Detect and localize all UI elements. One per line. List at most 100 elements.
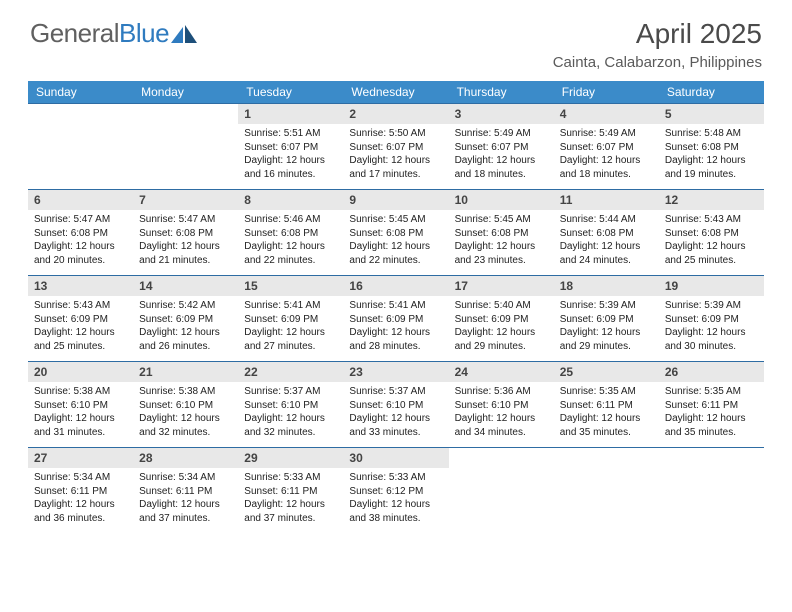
sunset-line: Sunset: 6:11 PM <box>560 399 653 413</box>
cell-body: Sunrise: 5:47 AMSunset: 6:08 PMDaylight:… <box>133 210 238 273</box>
daylight-line: Daylight: 12 hours and 19 minutes. <box>665 154 758 181</box>
sunset-line: Sunset: 6:08 PM <box>34 227 127 241</box>
logo: GeneralBlue <box>30 18 197 49</box>
daylight-line: Daylight: 12 hours and 21 minutes. <box>139 240 232 267</box>
calendar-cell: 24Sunrise: 5:36 AMSunset: 6:10 PMDayligh… <box>449 361 554 447</box>
cell-body: Sunrise: 5:38 AMSunset: 6:10 PMDaylight:… <box>28 382 133 445</box>
day-number: 5 <box>659 104 764 124</box>
weekday-label: Thursday <box>449 81 554 103</box>
daylight-line: Daylight: 12 hours and 22 minutes. <box>244 240 337 267</box>
sunset-line: Sunset: 6:12 PM <box>349 485 442 499</box>
daylight-line: Daylight: 12 hours and 38 minutes. <box>349 498 442 525</box>
sunset-line: Sunset: 6:09 PM <box>665 313 758 327</box>
sunset-line: Sunset: 6:09 PM <box>455 313 548 327</box>
weekday-label: Sunday <box>28 81 133 103</box>
sunset-line: Sunset: 6:10 PM <box>244 399 337 413</box>
day-number: 11 <box>554 190 659 210</box>
sunset-line: Sunset: 6:08 PM <box>244 227 337 241</box>
day-number: 25 <box>554 362 659 382</box>
cell-body: Sunrise: 5:33 AMSunset: 6:12 PMDaylight:… <box>343 468 448 531</box>
sunrise-line: Sunrise: 5:43 AM <box>665 213 758 227</box>
day-number: 26 <box>659 362 764 382</box>
calendar-cell: 10Sunrise: 5:45 AMSunset: 6:08 PMDayligh… <box>449 189 554 275</box>
cell-body: Sunrise: 5:49 AMSunset: 6:07 PMDaylight:… <box>449 124 554 187</box>
day-number: 22 <box>238 362 343 382</box>
cell-body: Sunrise: 5:49 AMSunset: 6:07 PMDaylight:… <box>554 124 659 187</box>
calendar-cell <box>659 447 764 533</box>
daylight-line: Daylight: 12 hours and 35 minutes. <box>560 412 653 439</box>
sunset-line: Sunset: 6:09 PM <box>34 313 127 327</box>
daylight-line: Daylight: 12 hours and 18 minutes. <box>560 154 653 181</box>
daylight-line: Daylight: 12 hours and 22 minutes. <box>349 240 442 267</box>
daylight-line: Daylight: 12 hours and 26 minutes. <box>139 326 232 353</box>
daylight-line: Daylight: 12 hours and 25 minutes. <box>665 240 758 267</box>
day-number: 12 <box>659 190 764 210</box>
day-number: 27 <box>28 448 133 468</box>
calendar-cell: 18Sunrise: 5:39 AMSunset: 6:09 PMDayligh… <box>554 275 659 361</box>
calendar-cell: 17Sunrise: 5:40 AMSunset: 6:09 PMDayligh… <box>449 275 554 361</box>
sunrise-line: Sunrise: 5:37 AM <box>244 385 337 399</box>
daylight-line: Daylight: 12 hours and 37 minutes. <box>139 498 232 525</box>
weekday-label: Friday <box>554 81 659 103</box>
page-header: GeneralBlue April 2025 Cainta, Calabarzo… <box>0 0 792 71</box>
weekday-label: Wednesday <box>343 81 448 103</box>
cell-body: Sunrise: 5:43 AMSunset: 6:08 PMDaylight:… <box>659 210 764 273</box>
daylight-line: Daylight: 12 hours and 27 minutes. <box>244 326 337 353</box>
sunset-line: Sunset: 6:08 PM <box>455 227 548 241</box>
calendar-cell: 11Sunrise: 5:44 AMSunset: 6:08 PMDayligh… <box>554 189 659 275</box>
calendar-cell: 25Sunrise: 5:35 AMSunset: 6:11 PMDayligh… <box>554 361 659 447</box>
logo-text-blue: Blue <box>119 18 169 48</box>
location-subtitle: Cainta, Calabarzon, Philippines <box>553 54 762 71</box>
calendar-cell <box>133 103 238 189</box>
sunrise-line: Sunrise: 5:43 AM <box>34 299 127 313</box>
calendar-cell: 21Sunrise: 5:38 AMSunset: 6:10 PMDayligh… <box>133 361 238 447</box>
sunrise-line: Sunrise: 5:50 AM <box>349 127 442 141</box>
sunset-line: Sunset: 6:10 PM <box>455 399 548 413</box>
day-number: 30 <box>343 448 448 468</box>
daylight-line: Daylight: 12 hours and 35 minutes. <box>665 412 758 439</box>
calendar-cell: 23Sunrise: 5:37 AMSunset: 6:10 PMDayligh… <box>343 361 448 447</box>
cell-body: Sunrise: 5:45 AMSunset: 6:08 PMDaylight:… <box>343 210 448 273</box>
sunrise-line: Sunrise: 5:44 AM <box>560 213 653 227</box>
sunrise-line: Sunrise: 5:38 AM <box>34 385 127 399</box>
daylight-line: Daylight: 12 hours and 32 minutes. <box>139 412 232 439</box>
cell-body: Sunrise: 5:45 AMSunset: 6:08 PMDaylight:… <box>449 210 554 273</box>
cell-body: Sunrise: 5:37 AMSunset: 6:10 PMDaylight:… <box>238 382 343 445</box>
day-number: 3 <box>449 104 554 124</box>
calendar-cell: 14Sunrise: 5:42 AMSunset: 6:09 PMDayligh… <box>133 275 238 361</box>
cell-body: Sunrise: 5:46 AMSunset: 6:08 PMDaylight:… <box>238 210 343 273</box>
calendar-cell: 9Sunrise: 5:45 AMSunset: 6:08 PMDaylight… <box>343 189 448 275</box>
cell-body: Sunrise: 5:35 AMSunset: 6:11 PMDaylight:… <box>659 382 764 445</box>
sunset-line: Sunset: 6:08 PM <box>139 227 232 241</box>
day-number: 1 <box>238 104 343 124</box>
day-number: 24 <box>449 362 554 382</box>
calendar-cell: 12Sunrise: 5:43 AMSunset: 6:08 PMDayligh… <box>659 189 764 275</box>
sunrise-line: Sunrise: 5:33 AM <box>349 471 442 485</box>
calendar-cell: 5Sunrise: 5:48 AMSunset: 6:08 PMDaylight… <box>659 103 764 189</box>
sunrise-line: Sunrise: 5:34 AM <box>139 471 232 485</box>
calendar-cell <box>554 447 659 533</box>
daylight-line: Daylight: 12 hours and 30 minutes. <box>665 326 758 353</box>
sunrise-line: Sunrise: 5:47 AM <box>139 213 232 227</box>
calendar-cell: 3Sunrise: 5:49 AMSunset: 6:07 PMDaylight… <box>449 103 554 189</box>
sunrise-line: Sunrise: 5:41 AM <box>244 299 337 313</box>
sunset-line: Sunset: 6:08 PM <box>665 227 758 241</box>
title-block: April 2025 Cainta, Calabarzon, Philippin… <box>553 18 762 71</box>
logo-sail-icon <box>171 25 197 43</box>
calendar-cell: 27Sunrise: 5:34 AMSunset: 6:11 PMDayligh… <box>28 447 133 533</box>
day-number: 2 <box>343 104 448 124</box>
sunrise-line: Sunrise: 5:39 AM <box>560 299 653 313</box>
sunrise-line: Sunrise: 5:51 AM <box>244 127 337 141</box>
weekday-header: SundayMondayTuesdayWednesdayThursdayFrid… <box>28 81 764 103</box>
cell-body: Sunrise: 5:37 AMSunset: 6:10 PMDaylight:… <box>343 382 448 445</box>
sunset-line: Sunset: 6:09 PM <box>560 313 653 327</box>
day-number: 6 <box>28 190 133 210</box>
daylight-line: Daylight: 12 hours and 24 minutes. <box>560 240 653 267</box>
calendar-cell <box>28 103 133 189</box>
sunset-line: Sunset: 6:11 PM <box>665 399 758 413</box>
weekday-label: Monday <box>133 81 238 103</box>
daylight-line: Daylight: 12 hours and 34 minutes. <box>455 412 548 439</box>
daylight-line: Daylight: 12 hours and 32 minutes. <box>244 412 337 439</box>
calendar-cell: 13Sunrise: 5:43 AMSunset: 6:09 PMDayligh… <box>28 275 133 361</box>
cell-body: Sunrise: 5:48 AMSunset: 6:08 PMDaylight:… <box>659 124 764 187</box>
